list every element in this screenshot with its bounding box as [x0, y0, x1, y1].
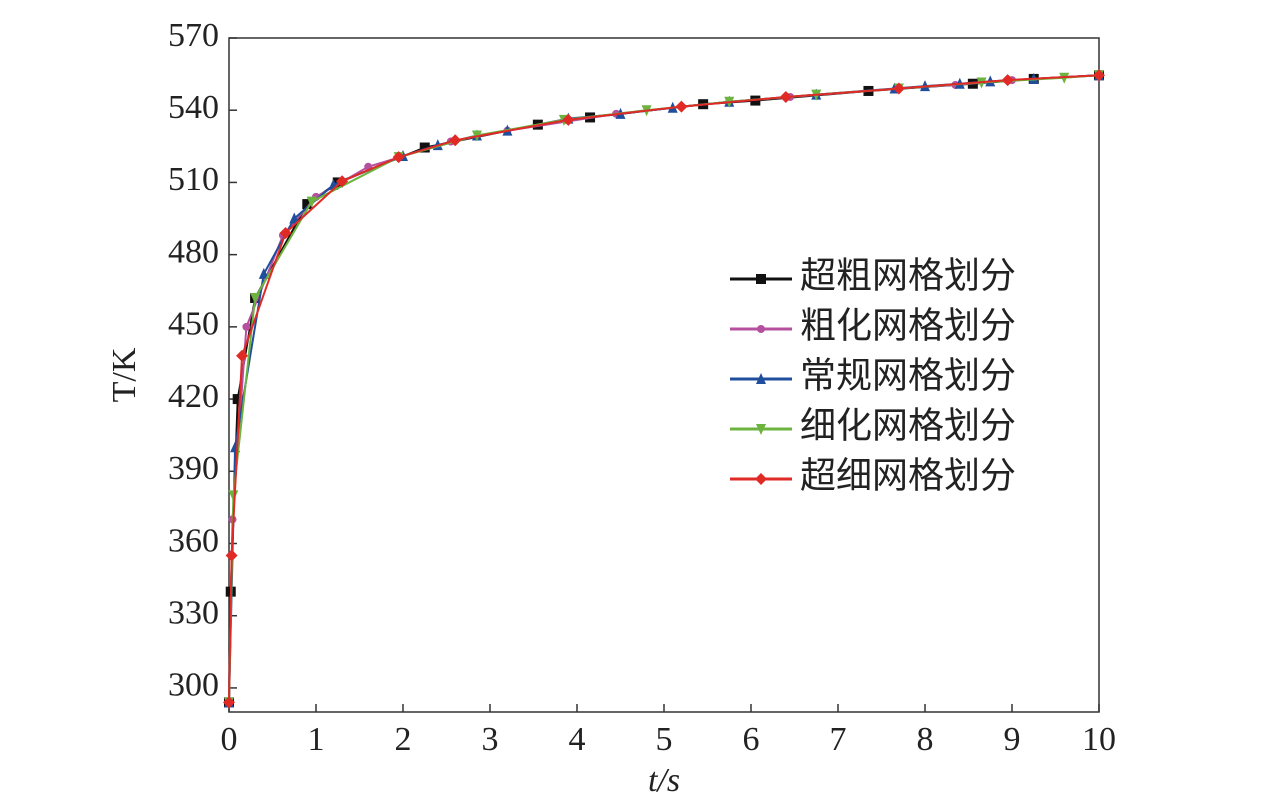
y-tick-label: 330 [168, 595, 219, 632]
x-tick-label: 7 [830, 721, 847, 758]
marker [223, 696, 235, 709]
marker [756, 274, 766, 284]
x-tick-label: 10 [1082, 721, 1116, 758]
y-tick-label: 390 [168, 450, 219, 487]
legend-label: 超粗网格划分 [800, 255, 1016, 295]
legend-label: 常规网格划分 [800, 355, 1016, 395]
marker [225, 549, 238, 562]
y-tick-label: 570 [168, 17, 219, 54]
y-tick-label: 360 [168, 522, 219, 559]
legend-label: 超细网格划分 [800, 455, 1016, 495]
marker [302, 199, 313, 210]
marker [236, 349, 249, 362]
x-tick-label: 4 [569, 721, 586, 758]
marker [756, 424, 766, 435]
marker [250, 292, 261, 304]
y-tick-label: 450 [168, 306, 219, 343]
legend-label: 细化网格划分 [800, 405, 1016, 445]
marker [675, 100, 688, 113]
marker [449, 134, 462, 147]
y-tick-label: 480 [168, 233, 219, 270]
marker [419, 142, 430, 153]
marker [336, 175, 349, 188]
marker [258, 267, 269, 279]
x-tick-label: 3 [482, 721, 499, 758]
marker [1001, 74, 1014, 87]
marker [1059, 72, 1070, 84]
marker [228, 490, 239, 502]
marker [392, 151, 405, 164]
x-tick-label: 0 [221, 721, 238, 758]
marker [779, 90, 792, 103]
marker [232, 394, 243, 405]
y-tick-label: 540 [168, 89, 219, 126]
x-axis-label: t/s [648, 762, 680, 799]
x-tick-label: 1 [308, 721, 325, 758]
x-tick-label: 6 [743, 721, 760, 758]
marker [289, 212, 300, 224]
y-tick-label: 300 [168, 667, 219, 704]
marker [756, 373, 766, 384]
legend-label: 粗化网格划分 [800, 305, 1016, 345]
y-axis-label: T/K [106, 347, 143, 402]
marker [242, 322, 251, 331]
y-tick-label: 420 [168, 378, 219, 415]
y-tick-label: 510 [168, 161, 219, 198]
marker [562, 113, 575, 126]
marker [755, 473, 767, 485]
marker [757, 325, 765, 333]
marker [1093, 69, 1105, 82]
x-tick-label: 8 [917, 721, 934, 758]
marker [279, 226, 292, 239]
marker [306, 196, 317, 208]
marker [892, 82, 905, 95]
x-tick-label: 9 [1004, 721, 1021, 758]
x-tick-label: 2 [395, 721, 412, 758]
x-tick-label: 5 [656, 721, 673, 758]
